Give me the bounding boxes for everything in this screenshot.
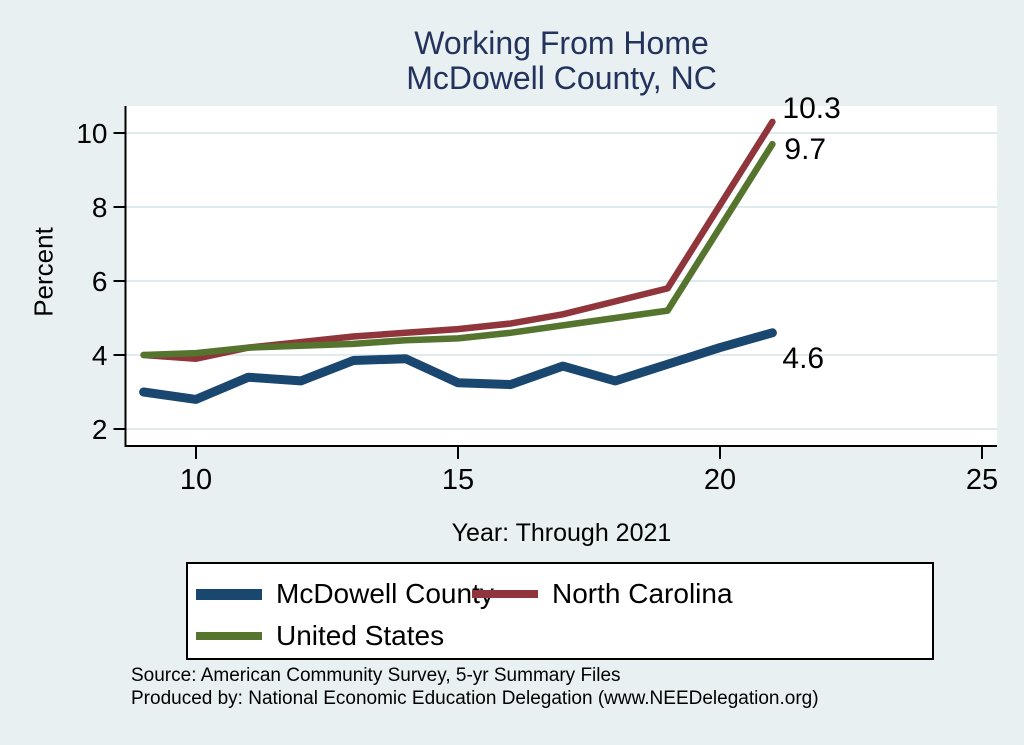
chart-title: Working From Home McDowell County, NC	[125, 26, 998, 96]
x-tick-label-15: 15	[442, 464, 474, 496]
y-tick-label-6: 6	[92, 266, 108, 297]
annotation-4.6: 4.6	[782, 342, 824, 375]
mcdowell-county-line-swatch	[196, 588, 262, 600]
y-tick-label-8: 8	[92, 192, 108, 223]
legend-item-north-carolina: North Carolina	[472, 578, 733, 610]
annotation-10.3: 10.3	[782, 92, 840, 125]
source-note-line1: Source: American Community Survey, 5-yr …	[131, 665, 621, 686]
legend-item-mcdowell-county: McDowell County	[196, 578, 494, 610]
legend-item-united-states: United States	[196, 620, 444, 652]
chart-title-line1: Working From Home	[414, 25, 709, 61]
north-carolina-line-swatch	[472, 589, 538, 599]
united-states-line-swatch	[196, 631, 262, 641]
x-tick-label-20: 20	[704, 464, 736, 496]
y-tick-label-4: 4	[92, 340, 108, 371]
legend-label-united-states: United States	[276, 620, 445, 651]
legend-label-north-carolina: North Carolina	[552, 578, 733, 609]
x-axis-title: Year: Through 2021	[451, 519, 672, 547]
y-tick-label-10: 10	[76, 118, 107, 149]
y-tick-label-2: 2	[92, 414, 108, 445]
series-line-mcdowell-county	[139, 328, 777, 404]
source-note: Source: American Community Survey, 5-yr …	[131, 664, 819, 710]
series-line-united-states	[140, 140, 776, 359]
chart-title-line2: McDowell County, NC	[406, 60, 717, 96]
legend: McDowell County North Carolina United St…	[186, 562, 934, 660]
plot-background	[125, 106, 997, 446]
source-note-line2: Produced by: National Economic Education…	[131, 688, 819, 709]
x-tick-label-25: 25	[966, 464, 998, 496]
x-tick-label-10: 10	[180, 464, 212, 496]
annotation-9.7: 9.7	[784, 133, 826, 166]
legend-label-mcdowell-county: McDowell County	[276, 578, 494, 609]
